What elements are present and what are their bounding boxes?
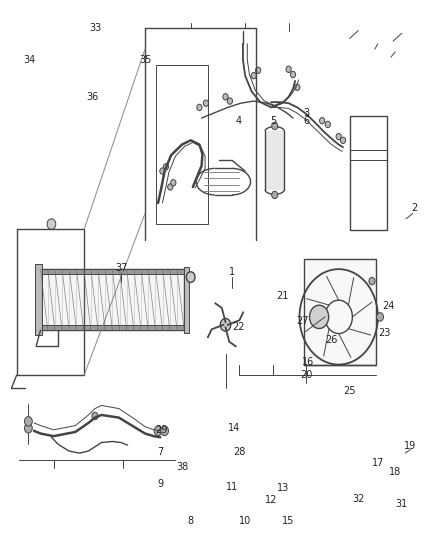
Circle shape — [320, 117, 325, 124]
Circle shape — [369, 277, 375, 285]
Text: 18: 18 — [389, 467, 401, 477]
Circle shape — [220, 318, 231, 331]
Text: 28: 28 — [234, 447, 246, 457]
Text: 17: 17 — [372, 458, 384, 467]
Text: 3: 3 — [303, 108, 309, 118]
Circle shape — [92, 413, 98, 419]
Circle shape — [186, 272, 195, 282]
Text: 26: 26 — [325, 335, 337, 345]
Text: 38: 38 — [176, 462, 188, 472]
Bar — [35, 264, 42, 335]
Text: 32: 32 — [352, 494, 364, 504]
Bar — [184, 266, 188, 333]
Text: 12: 12 — [265, 495, 277, 505]
Circle shape — [290, 71, 296, 78]
Circle shape — [255, 67, 261, 74]
Text: 7: 7 — [157, 447, 163, 457]
Text: 25: 25 — [343, 386, 356, 396]
Text: 37: 37 — [115, 263, 127, 272]
Circle shape — [197, 104, 202, 111]
Circle shape — [377, 313, 384, 321]
Bar — [41, 269, 184, 330]
Circle shape — [203, 100, 208, 107]
Text: 24: 24 — [382, 301, 395, 311]
Circle shape — [171, 180, 176, 186]
Circle shape — [47, 219, 56, 229]
Circle shape — [340, 137, 346, 143]
Text: 8: 8 — [187, 516, 194, 526]
Circle shape — [223, 94, 228, 100]
Circle shape — [168, 184, 173, 190]
Bar — [41, 269, 184, 274]
Circle shape — [227, 98, 233, 104]
Text: 16: 16 — [302, 357, 314, 367]
Text: 6: 6 — [303, 116, 309, 126]
Text: 5: 5 — [270, 116, 276, 126]
Text: 4: 4 — [236, 116, 242, 126]
Bar — [304, 259, 376, 365]
Text: 34: 34 — [24, 55, 36, 64]
Text: 13: 13 — [277, 483, 290, 493]
Text: 33: 33 — [89, 23, 101, 33]
Text: 19: 19 — [404, 441, 417, 451]
Circle shape — [25, 417, 32, 426]
Circle shape — [272, 191, 278, 199]
Circle shape — [251, 72, 256, 79]
Text: 1: 1 — [229, 267, 235, 277]
Text: 35: 35 — [139, 55, 151, 64]
Bar — [265, 131, 284, 190]
Circle shape — [160, 168, 165, 174]
Text: 11: 11 — [226, 481, 238, 491]
Bar — [41, 325, 184, 330]
Circle shape — [154, 426, 162, 435]
Text: 27: 27 — [297, 316, 309, 326]
Circle shape — [325, 121, 330, 127]
Text: 20: 20 — [300, 370, 312, 380]
Text: 15: 15 — [283, 516, 295, 526]
Text: 2: 2 — [412, 203, 418, 213]
Circle shape — [25, 423, 32, 433]
Text: 14: 14 — [228, 423, 240, 433]
Text: 31: 31 — [396, 499, 408, 509]
Bar — [156, 65, 208, 224]
Circle shape — [286, 66, 291, 72]
Circle shape — [161, 426, 169, 435]
Text: 36: 36 — [87, 92, 99, 102]
Bar — [350, 116, 387, 230]
Circle shape — [310, 305, 328, 328]
Text: 21: 21 — [276, 290, 288, 301]
Text: 29: 29 — [155, 425, 168, 435]
Text: 10: 10 — [239, 516, 251, 526]
Circle shape — [336, 133, 341, 140]
Circle shape — [272, 122, 278, 130]
Text: 23: 23 — [378, 328, 391, 338]
Text: 22: 22 — [232, 322, 245, 333]
Text: 9: 9 — [157, 479, 163, 489]
Circle shape — [295, 84, 300, 91]
Circle shape — [163, 164, 169, 170]
